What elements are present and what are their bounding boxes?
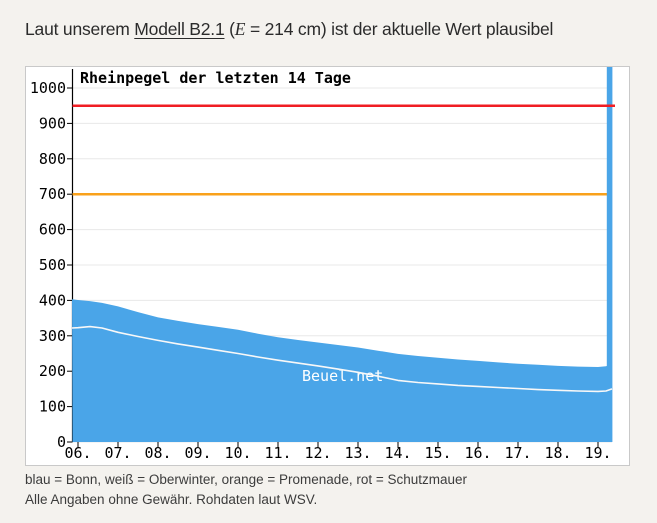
y-tick-label: 100 [39, 398, 66, 416]
x-tick-label: 15. [424, 444, 451, 462]
x-tick-label: 17. [504, 444, 531, 462]
x-tick-label: 19. [584, 444, 611, 462]
legend-text: blau = Bonn, weiß = Oberwinter, orange =… [25, 472, 467, 487]
y-tick-label: 400 [39, 291, 66, 309]
x-tick-label: 16. [464, 444, 491, 462]
y-tick-label: 600 [39, 221, 66, 239]
y-tick-label: 500 [39, 256, 66, 274]
series-line-oberwinter [71, 325, 613, 393]
chart-svg: 0 100 200 300 400 500 600 700 800 900 1000 Beuel.ne… [30, 67, 615, 462]
chart-title: Rheinpegel der letzten 14 Tage [80, 69, 351, 87]
x-tick-label: 08. [144, 444, 171, 462]
x-tick-label: 09. [184, 444, 211, 462]
x-tick-label: 14. [384, 444, 411, 462]
header-suffix: ist der aktuelle Wert plausibel [326, 19, 554, 39]
y-tick-label: 700 [39, 185, 66, 203]
chart-footer: blau = Bonn, weiß = Oberwinter, orange =… [25, 470, 467, 510]
x-tick-label: 11. [264, 444, 291, 462]
x-tick-label: 12. [304, 444, 331, 462]
y-tick-label: 1000 [30, 79, 66, 97]
y-tick-label: 300 [39, 327, 66, 345]
y-tick-label: 900 [39, 114, 66, 132]
disclaimer-text: Alle Angaben ohne Gewähr. Rohdaten laut … [25, 492, 318, 507]
series-area-bonn [72, 299, 612, 442]
page-title: Laut unserem Modell B2.1 (E = 214 cm) is… [25, 19, 553, 40]
header-math-value: = 214 cm) [245, 19, 327, 39]
model-link[interactable]: Modell B2.1 [134, 19, 225, 39]
current-value-spike [606, 67, 613, 442]
x-tick-label: 18. [544, 444, 571, 462]
x-tick-label: 06. [64, 444, 91, 462]
y-tick-label: 0 [57, 433, 66, 451]
x-tick-label: 07. [104, 444, 131, 462]
header-prefix: Laut unserem [25, 19, 135, 39]
math-variable: E [234, 19, 246, 39]
y-tick-label: 800 [39, 150, 66, 168]
watermark-text: Beuel.net [302, 367, 383, 385]
y-tick-label: 200 [39, 362, 66, 380]
x-tick-label: 13. [344, 444, 371, 462]
chart-panel: 0 100 200 300 400 500 600 700 800 900 1000 Beuel.ne… [25, 66, 630, 466]
x-tick-label: 10. [224, 444, 251, 462]
header-paren-open: ( [224, 19, 235, 39]
